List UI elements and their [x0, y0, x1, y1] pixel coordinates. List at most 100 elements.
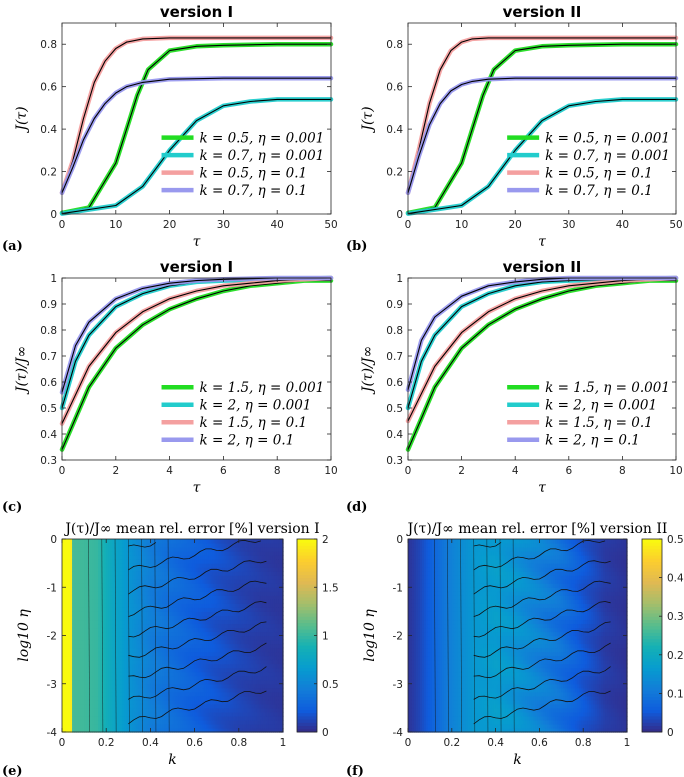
heat-cell: [216, 607, 220, 612]
heat-cell: [86, 539, 89, 544]
heat-cell: [102, 607, 105, 612]
heat-cell: [78, 547, 81, 552]
heat-cell: [86, 683, 89, 689]
heat-cell: [230, 607, 234, 612]
heat-cell: [198, 723, 202, 729]
heat-cell: [132, 539, 135, 544]
heat-cell: [162, 643, 166, 649]
heat-cell: [62, 619, 65, 625]
heat-cell: [238, 691, 242, 697]
heat-cell: [96, 651, 99, 657]
heat-cell: [212, 727, 216, 733]
heat-cell: [196, 627, 200, 633]
heat-cell: [180, 563, 184, 568]
heat-cell: [122, 579, 125, 584]
heat-cell: [224, 699, 228, 705]
heat-cell: [236, 567, 240, 572]
heat-cell: [246, 615, 250, 621]
heat-cell: [190, 611, 194, 616]
heat-cell: [66, 563, 69, 568]
heat-cell: [146, 711, 149, 717]
heat-cell: [74, 719, 77, 725]
heat-cell: [112, 727, 115, 733]
heat-cell: [94, 691, 97, 697]
y-tick-label: 0.4: [386, 124, 403, 136]
heat-cell: [138, 711, 141, 717]
heat-cell: [152, 727, 156, 733]
heat-cell: [252, 595, 256, 600]
legend-entry: k = 2, η = 0.1: [200, 433, 295, 449]
heat-cell: [194, 599, 198, 604]
heat-cell: [160, 559, 164, 564]
heat-cell: [66, 599, 69, 604]
heat-cell: [66, 627, 69, 633]
heat-cell: [74, 627, 77, 633]
heat-cell: [176, 595, 180, 600]
heat-cell: [244, 631, 248, 637]
heat-cell: [158, 619, 162, 625]
heat-cell: [208, 631, 212, 637]
heat-cell: [172, 723, 176, 729]
heat-cell: [246, 639, 250, 645]
heat-cell: [196, 695, 200, 701]
heat-cell: [152, 687, 156, 693]
heat-cell: [232, 707, 236, 713]
heat-cell: [198, 655, 202, 661]
heat-cell: [114, 727, 117, 733]
heat-cell: [198, 611, 202, 616]
heat-cell: [100, 651, 103, 657]
heat-cell: [68, 671, 71, 677]
heat-cell: [66, 647, 69, 653]
heat-cell: [194, 727, 198, 733]
heat-cell: [120, 543, 123, 548]
heat-cell: [186, 579, 190, 584]
heat-cell: [108, 707, 111, 713]
heat-cell: [174, 615, 178, 621]
heat-cell: [160, 711, 164, 717]
heat-cell: [206, 679, 210, 685]
heat-cell: [228, 627, 232, 633]
heat-cell: [140, 671, 143, 677]
heat-cell: [212, 703, 216, 709]
heat-cell: [158, 703, 162, 709]
heat-cell: [242, 703, 246, 709]
legend-entry: k = 0.7, η = 0.1: [200, 183, 308, 199]
heat-cell: [240, 555, 244, 560]
heat-cell: [250, 691, 254, 697]
heat-cell: [210, 539, 214, 544]
heat-cell: [166, 711, 170, 717]
heat-cell: [148, 539, 151, 544]
heat-cell: [216, 543, 220, 548]
heat-cell: [72, 691, 75, 697]
heat-cell: [120, 607, 123, 612]
heat-cell: [166, 559, 170, 564]
heat-cell: [62, 715, 65, 721]
heat-cell: [152, 539, 156, 544]
heat-cell: [216, 651, 220, 657]
heat-cell: [240, 723, 244, 729]
heat-cell: [224, 571, 228, 576]
heat-cell: [96, 647, 99, 653]
heat-cell: [138, 575, 141, 580]
y-tick-label: 0.8: [40, 39, 57, 51]
heat-cell: [126, 687, 129, 693]
heat-cell: [194, 607, 198, 612]
heat-cell: [102, 583, 105, 588]
heat-cell: [204, 691, 208, 697]
heat-cell: [156, 627, 160, 633]
heat-cell: [96, 663, 99, 669]
heat-cell: [248, 607, 252, 612]
heat-cell: [196, 659, 200, 665]
heat-cell: [208, 543, 212, 548]
heat-cell: [104, 679, 107, 685]
heat-cell: [124, 679, 127, 685]
heat-cell: [174, 639, 178, 645]
heat-cell: [174, 563, 178, 568]
heat-cell: [78, 611, 81, 616]
heat-cell: [110, 631, 113, 637]
heat-cell: [158, 571, 162, 576]
heat-cell: [96, 543, 99, 548]
heat-cell: [166, 635, 170, 641]
heat-cell: [140, 651, 143, 657]
heat-cell: [160, 683, 164, 689]
